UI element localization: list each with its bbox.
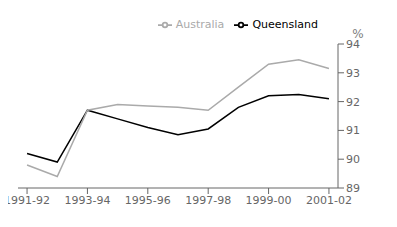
svg-text:90: 90 [346, 153, 360, 166]
svg-text:1993-94: 1993-94 [64, 194, 110, 207]
svg-text:92: 92 [346, 96, 360, 109]
svg-text:1991-92: 1991-92 [8, 194, 50, 207]
html-text:Queensland: Queensland [252, 18, 318, 31]
svg-text:%: % [352, 27, 363, 41]
svg-text:93: 93 [346, 67, 360, 80]
svg-text:1997-98: 1997-98 [185, 194, 231, 207]
svg-text:91: 91 [346, 124, 360, 137]
html-text:Australia: Australia [175, 18, 225, 31]
svg-text:1999-00: 1999-00 [246, 194, 292, 207]
svg-text:2001-02: 2001-02 [306, 194, 352, 207]
svg-text:1995-96: 1995-96 [125, 194, 171, 207]
svg-text:94: 94 [346, 37, 360, 51]
svg-text:89: 89 [346, 182, 360, 195]
